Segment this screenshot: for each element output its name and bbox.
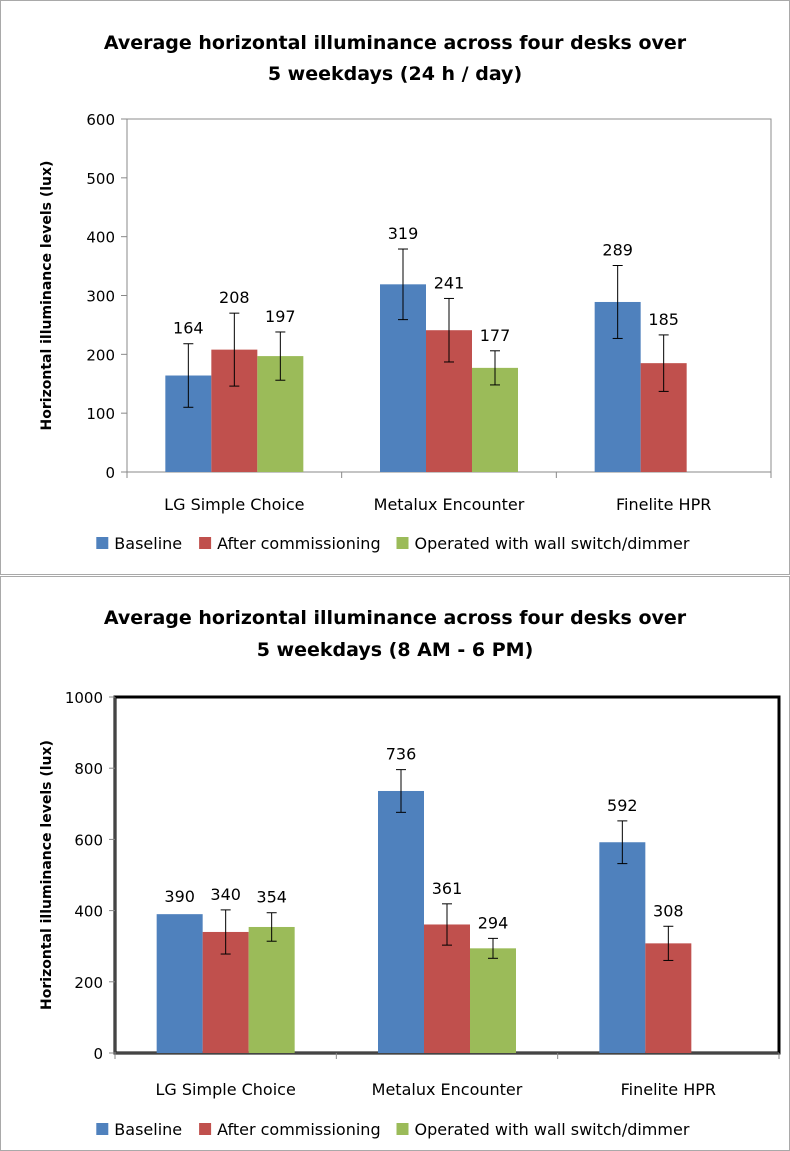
legend-swatch xyxy=(96,1123,109,1135)
legend-label: Operated with wall switch/dimmer xyxy=(415,534,690,553)
chart-24h: Average horizontal illuminance across fo… xyxy=(39,32,772,553)
legend-label: After commissioning xyxy=(217,1120,381,1139)
data-label: 736 xyxy=(386,745,417,764)
bar-3 xyxy=(470,948,516,1053)
y-tick-label: 400 xyxy=(86,229,115,247)
data-label: 390 xyxy=(164,887,195,906)
bar-3 xyxy=(248,926,295,1053)
data-label: 354 xyxy=(256,888,287,907)
legend-swatch xyxy=(96,537,109,549)
legend-label: Baseline xyxy=(114,534,182,553)
x-category-label: Metalux Encounter xyxy=(374,495,525,514)
bar-1 xyxy=(599,842,646,1053)
data-label: 197 xyxy=(265,307,296,326)
data-label: 289 xyxy=(602,240,633,259)
data-label: 361 xyxy=(432,879,463,898)
data-label: 164 xyxy=(173,319,204,338)
chart-panel-office-hours: Average horizontal illuminance across fo… xyxy=(0,576,790,1151)
y-tick-label: 800 xyxy=(74,760,103,778)
legend-swatch xyxy=(199,1123,212,1135)
y-axis-title: Horizontal illuminance levels (lux) xyxy=(39,161,55,431)
bar-1 xyxy=(378,790,424,1053)
y-tick-label: 300 xyxy=(86,288,115,306)
x-category-label: Finelite HPR xyxy=(621,1080,716,1099)
x-category-label: LG Simple Choice xyxy=(164,495,304,514)
y-tick-label: 500 xyxy=(86,170,115,188)
y-tick-label: 600 xyxy=(86,111,115,129)
chart-title-line2: 5 weekdays (8 AM - 6 PM) xyxy=(257,639,534,661)
y-tick-label: 0 xyxy=(93,1045,103,1063)
y-tick-label: 600 xyxy=(74,831,103,849)
legend-swatch xyxy=(199,537,212,549)
data-label: 319 xyxy=(388,224,419,243)
legend-swatch xyxy=(396,537,409,549)
legend-label: Operated with wall switch/dimmer xyxy=(415,1120,690,1139)
legend-label: Baseline xyxy=(114,1120,182,1139)
bar-2 xyxy=(424,924,470,1053)
data-label: 592 xyxy=(607,796,638,815)
y-tick-label: 1000 xyxy=(65,689,103,707)
x-category-label: LG Simple Choice xyxy=(156,1080,296,1099)
x-category-label: Finelite HPR xyxy=(616,495,711,514)
x-category-label: Metalux Encounter xyxy=(372,1080,523,1099)
chart-office-hours: Average horizontal illuminance across fo… xyxy=(39,607,781,1139)
y-tick-label: 0 xyxy=(105,464,115,482)
y-tick-label: 400 xyxy=(74,903,103,921)
chart-title-line1: Average horizontal illuminance across fo… xyxy=(104,607,687,629)
data-label: 308 xyxy=(653,901,684,920)
data-label: 208 xyxy=(219,288,250,307)
y-tick-label: 200 xyxy=(86,346,115,364)
data-label: 241 xyxy=(434,273,465,292)
y-axis-title: Horizontal illuminance levels (lux) xyxy=(39,740,55,1010)
chart-title-line2: 5 weekdays (24 h / day) xyxy=(268,63,522,85)
legend-label: After commissioning xyxy=(217,534,381,553)
y-tick-label: 100 xyxy=(86,405,115,423)
data-label: 294 xyxy=(478,913,509,932)
legend-swatch xyxy=(396,1123,409,1135)
chart-title-line1: Average horizontal illuminance across fo… xyxy=(104,32,687,54)
bar-2 xyxy=(645,943,692,1053)
data-label: 177 xyxy=(480,326,511,345)
bar-1 xyxy=(156,914,203,1053)
data-label: 185 xyxy=(648,310,679,329)
data-label: 340 xyxy=(210,885,241,904)
chart-panel-24h: Average horizontal illuminance across fo… xyxy=(0,0,790,575)
y-tick-label: 200 xyxy=(74,974,103,992)
